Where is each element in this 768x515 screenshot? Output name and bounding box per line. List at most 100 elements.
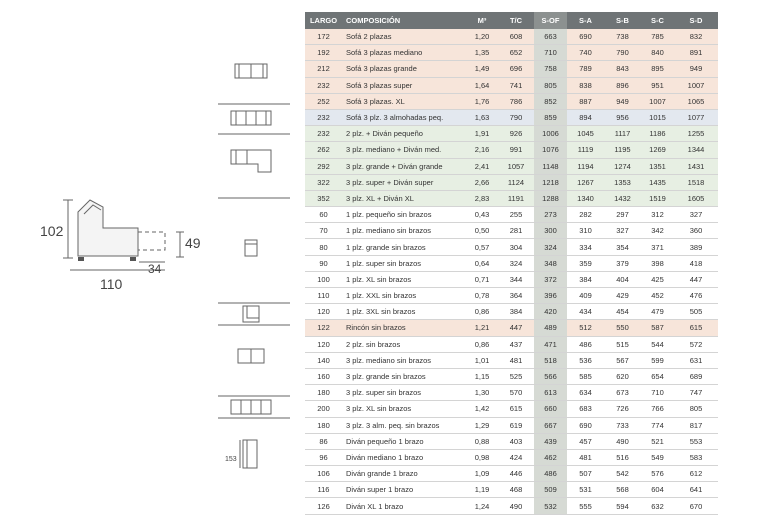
table-row: 60 1 plz. pequeño sin brazos 0,43 255 273 282… (305, 206, 718, 224)
chaise-width-label: 153 (225, 456, 237, 463)
cell-m3: 0,64 (466, 255, 498, 272)
table-row: 180 3 plz. 3 alm. peq. sin brazos 1,29 619 6… (305, 417, 718, 434)
table-row: 116 Diván super 1 brazo 1,19 468 509 531 568 60… (305, 481, 718, 499)
cell-largo: 172 (305, 29, 342, 46)
cell-composicion: Sofá 3 plazas super (342, 77, 466, 94)
cell-composicion: 2 plz. sin brazos (342, 336, 466, 353)
cell-m3: 2,16 (466, 141, 498, 159)
cell-sof: 1288 (534, 190, 567, 208)
cell-m3: 0,57 (466, 238, 498, 256)
cell-sb: 327 (604, 222, 641, 240)
cell-tc: 255 (498, 206, 534, 224)
cell-composicion: 1 plz. mediano sin brazos (342, 222, 466, 240)
cell-sb: 490 (604, 433, 641, 450)
cell-sd: 476 (674, 287, 718, 305)
cell-composicion: Diván grande 1 brazo (342, 465, 466, 483)
table-row: 232 Sofá 3 plazas super 1,64 741 805 838 896 95… (305, 77, 718, 94)
cell-m3: 1,19 (466, 481, 498, 499)
cell-sb: 567 (604, 352, 641, 369)
cell-sb: 1432 (604, 190, 641, 208)
cell-sa: 690 (567, 417, 604, 434)
cell-sa: 334 (567, 238, 604, 256)
cell-tc: 615 (498, 400, 534, 418)
cell-sd: 389 (674, 238, 718, 256)
cell-composicion: 1 plz. super sin brazos (342, 255, 466, 272)
cell-sb: 738 (604, 29, 641, 46)
cell-m3: 1,30 (466, 384, 498, 402)
cell-tc: 437 (498, 336, 534, 353)
cell-sa: 512 (567, 319, 604, 337)
cell-sc: 544 (641, 336, 674, 353)
cell-tc: 364 (498, 287, 534, 305)
cell-largo: 200 (305, 400, 342, 418)
cell-sc: 895 (641, 60, 674, 78)
cell-composicion: Diván super 1 brazo (342, 481, 466, 499)
cell-largo: 60 (305, 206, 342, 224)
cell-m3: 1,09 (466, 465, 498, 483)
cell-composicion: 1 plz. 3XL sin brazos (342, 303, 466, 321)
table-row: 322 3 plz. super + Diván super 2,66 1124 121… (305, 174, 718, 191)
cell-composicion: 3 plz. super + Diván super (342, 174, 466, 191)
cell-sb: 404 (604, 271, 641, 289)
cell-sd: 1344 (674, 141, 718, 159)
table-row: 212 Sofá 3 plazas grande 1,49 696 758 789 843 8… (305, 60, 718, 78)
cell-m3: 1,76 (466, 93, 498, 110)
cell-sd: 327 (674, 206, 718, 224)
side-panel: 102 49 34 110 153 (0, 0, 300, 492)
cell-m3: 0,50 (466, 222, 498, 240)
cell-sof: 663 (534, 29, 567, 46)
cell-composicion: 1 plz. XXL sin brazos (342, 287, 466, 305)
cell-sd: 817 (674, 417, 718, 434)
cell-largo: 86 (305, 433, 342, 450)
cell-largo: 180 (305, 417, 342, 434)
cell-sd: 505 (674, 303, 718, 321)
cell-m3: 0,43 (466, 206, 498, 224)
cell-sc: 774 (641, 417, 674, 434)
cell-sb: 568 (604, 481, 641, 499)
cell-sd: 805 (674, 400, 718, 418)
plan-icons (230, 63, 272, 469)
cell-m3: 0,98 (466, 449, 498, 467)
cell-sb: 620 (604, 368, 641, 386)
cell-sa: 789 (567, 60, 604, 78)
cell-m3: 0,86 (466, 303, 498, 321)
cell-composicion: Rincón sin brazos (342, 319, 466, 337)
cell-composicion: Sofá 3 plz. 3 almohadas peq. (342, 109, 466, 127)
cell-sa: 409 (567, 287, 604, 305)
cell-tc: 447 (498, 319, 534, 337)
cell-sc: 587 (641, 319, 674, 337)
cell-sd: 1431 (674, 158, 718, 175)
cell-sc: 576 (641, 465, 674, 483)
cell-tc: 1057 (498, 158, 534, 175)
table-row: 122 Rincón sin brazos 1,21 447 489 512 550 587 6… (305, 319, 718, 337)
header-tc: T/C (498, 12, 534, 29)
table-row: 120 2 plz. sin brazos 0,86 437 471 486 515 544 5… (305, 336, 718, 353)
cell-sb: 550 (604, 319, 641, 337)
table-row: 292 3 plz. grande + Diván grande 2,41 1057 1… (305, 158, 718, 175)
cell-m3: 1,63 (466, 109, 498, 127)
price-table: LARGO COMPOSICIÓN M³ T/C S-OF S-A S-B S-… (305, 12, 718, 515)
cell-tc: 608 (498, 29, 534, 46)
cell-tc: 481 (498, 352, 534, 369)
cell-sof: 462 (534, 449, 567, 467)
cell-tc: 446 (498, 465, 534, 483)
header-sc: S-C (641, 12, 674, 29)
cell-sc: 632 (641, 497, 674, 515)
cell-sa: 1267 (567, 174, 604, 191)
cell-sa: 585 (567, 368, 604, 386)
cell-sd: 949 (674, 60, 718, 78)
cell-composicion: 3 plz. super sin brazos (342, 384, 466, 402)
cell-tc: 741 (498, 77, 534, 94)
cell-sa: 683 (567, 400, 604, 418)
table-row: 252 Sofá 3 plazas. XL 1,76 786 852 887 949 1007… (305, 93, 718, 110)
cell-sc: 1519 (641, 190, 674, 208)
cell-composicion: 3 plz. mediano + Diván med. (342, 141, 466, 159)
table-header-row: LARGO COMPOSICIÓN M³ T/C S-OF S-A S-B S-… (305, 12, 718, 29)
cell-sc: 785 (641, 29, 674, 46)
table-row: 100 1 plz. XL sin brazos 0,71 344 372 384 404 4… (305, 271, 718, 289)
cell-largo: 116 (305, 481, 342, 499)
cell-m3: 1,24 (466, 497, 498, 515)
cell-tc: 281 (498, 222, 534, 240)
cell-sof: 486 (534, 465, 567, 483)
cell-sd: 1255 (674, 125, 718, 143)
